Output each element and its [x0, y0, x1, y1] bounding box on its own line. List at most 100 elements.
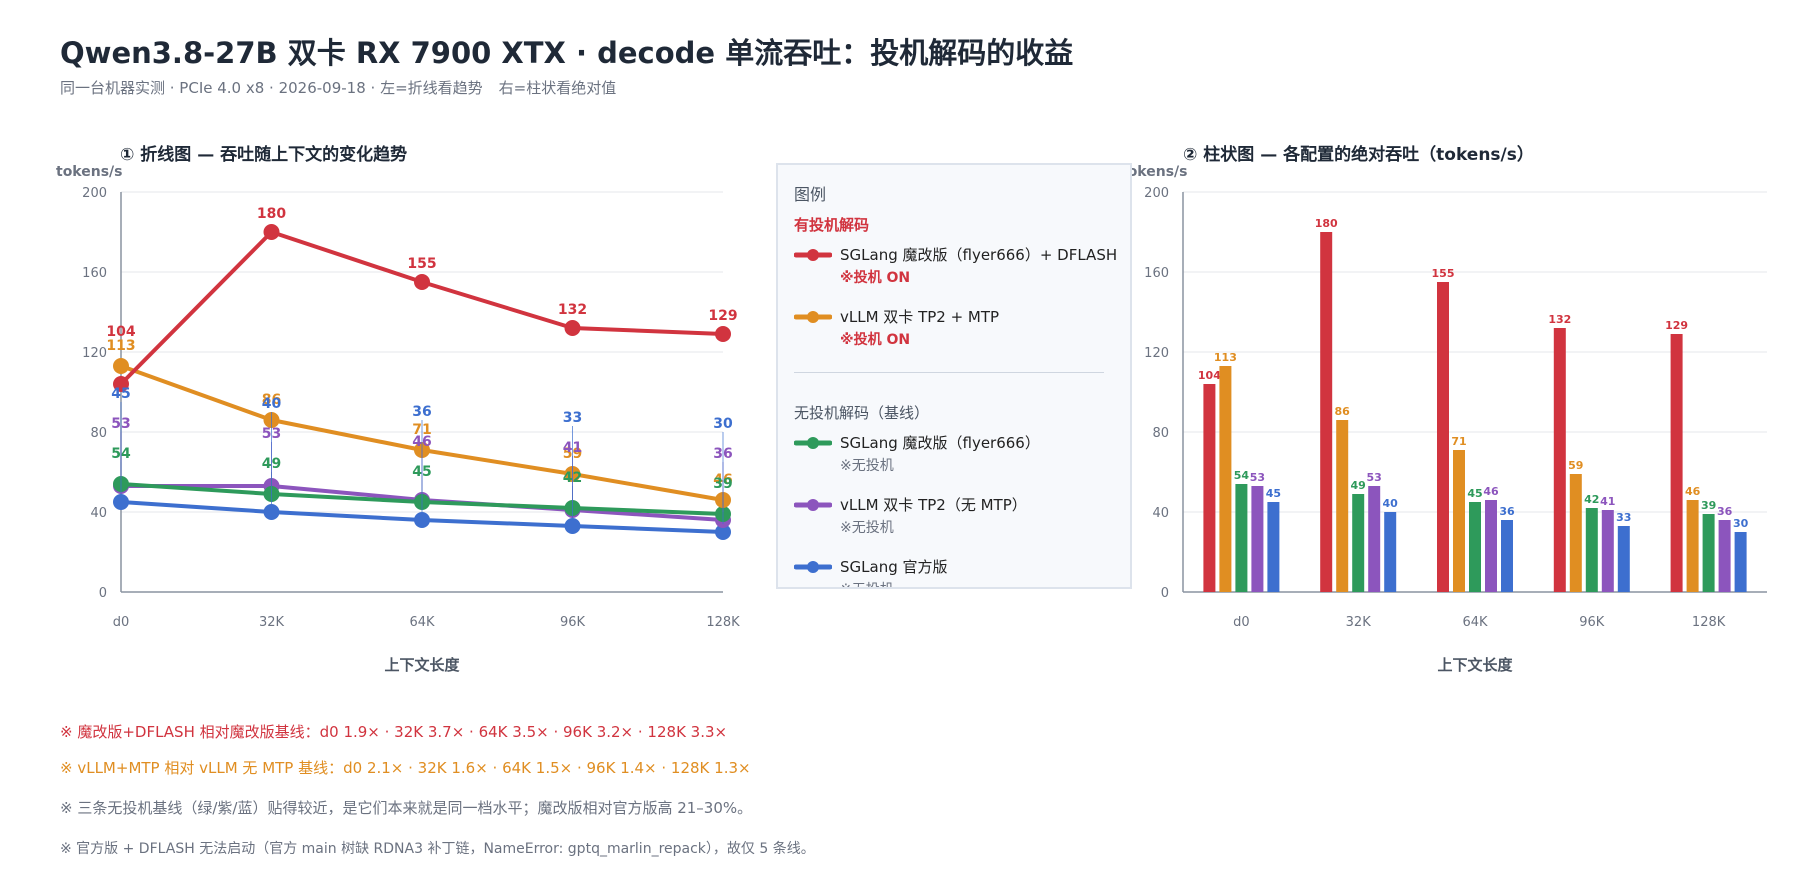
legend-item-tag: ※无投机 [840, 579, 894, 587]
data-point [564, 518, 581, 534]
bar-value-label: 53 [1250, 471, 1265, 484]
legend-swatch [794, 561, 832, 573]
y-tick-label: 120 [1144, 346, 1169, 361]
legend-title: 图例 [794, 185, 827, 204]
legend-item-vllm-mtp: vLLM 双卡 TP2 + MTP ※投机 ON [794, 306, 1124, 352]
x-tick-label: 32K [1346, 615, 1372, 630]
bar-value-label: 36 [1717, 505, 1733, 518]
bar-value-label: 42 [1584, 493, 1599, 506]
bar [1469, 502, 1481, 592]
y-tick-label: 160 [1144, 266, 1169, 281]
bar [1553, 328, 1566, 592]
y-tick-label: 160 [82, 266, 107, 281]
x-tick-label: 96K [1579, 615, 1605, 630]
x-tick-label: 32K [259, 615, 285, 630]
bar-chart: ② 柱状图 — 各配置的绝对吞吐（tokens/s）tokens/s 0 40 80 1… [1121, 144, 1767, 674]
bar [1601, 510, 1614, 592]
bar [1336, 420, 1349, 592]
note-mtp-speedup: ※ vLLM+MTP 相对 vLLM 无 MTP 基线：d0 2.1× · 32… [60, 759, 751, 777]
bar-value-label: 53 [1367, 471, 1382, 484]
bar-value-label: 86 [1335, 405, 1351, 418]
y-tick-label: 120 [82, 346, 107, 361]
data-point [263, 504, 280, 520]
bar-value-label: 33 [1616, 511, 1631, 524]
bar [1569, 474, 1582, 592]
bar-value-label: 41 [1600, 495, 1615, 508]
legend-item-sglang-dflash: SGLang 魔改版（flyer666）+ DFLASH ※投机 ON [794, 244, 1124, 290]
bar-value-label: 30 [1733, 517, 1749, 530]
bar [1718, 520, 1731, 592]
bar-value-label: 45 [1266, 487, 1281, 500]
bar [1219, 366, 1232, 592]
x-tick-label: 128K [706, 615, 740, 630]
legend-panel: 图例 有投机解码 SGLang 魔改版（flyer666）+ DFLASH ※投… [776, 163, 1132, 589]
data-point [715, 326, 731, 342]
x-tick-label: 128K [1692, 615, 1726, 630]
legend-swatch [794, 499, 832, 511]
legend-swatch [794, 249, 832, 261]
data-label: 86 [262, 392, 281, 408]
bar-value-label: 71 [1451, 435, 1466, 448]
bar-value-label: 54 [1234, 469, 1250, 482]
legend-swatch [794, 311, 832, 323]
bar-value-label: 113 [1214, 351, 1237, 364]
data-point [564, 320, 581, 336]
chart-title: ② 柱状图 — 各配置的绝对吞吐（tokens/s） [1183, 144, 1534, 165]
bar-value-label: 104 [1198, 369, 1221, 382]
data-point [715, 524, 731, 540]
bar [1368, 486, 1381, 592]
bar-value-label: 45 [1467, 487, 1482, 500]
bar [1203, 384, 1216, 592]
y-tick-label: 0 [1161, 586, 1169, 601]
legend-item-name: SGLang 魔改版（flyer666）+ DFLASH [840, 246, 1118, 264]
y-tick-label: 200 [1144, 186, 1169, 201]
data-label: 40 [262, 396, 282, 412]
bar [1384, 512, 1397, 592]
x-tick-label: 64K [1462, 615, 1488, 630]
x-tick-label: d0 [1233, 615, 1250, 630]
legend-swatch [794, 437, 832, 449]
bar-value-label: 46 [1685, 485, 1701, 498]
bar [1585, 508, 1598, 592]
data-label: 132 [558, 302, 587, 318]
y-tick-label: 200 [82, 186, 107, 201]
x-tick-label: 96K [560, 615, 586, 630]
y-axis-label: tokens/s [1121, 164, 1188, 180]
x-tick-label: d0 [113, 615, 130, 630]
legend-item-tag: ※投机 ON [840, 332, 911, 348]
data-point [113, 494, 129, 510]
data-point [414, 274, 430, 290]
note-dflash-speedup: ※ 魔改版+DFLASH 相对魔改版基线：d0 1.9× · 32K 3.7× … [60, 723, 728, 741]
legend-item-tag: ※无投机 [840, 458, 894, 474]
bar-value-label: 46 [1483, 485, 1499, 498]
data-point [113, 376, 129, 392]
bar-value-label: 49 [1351, 479, 1366, 492]
note-official-dflash: ※ 官方版 + DFLASH 无法启动（官方 main 树缺 RDNA3 补丁链… [60, 841, 815, 857]
data-point [113, 358, 129, 374]
bar [1267, 502, 1280, 592]
chart-title: ① 折线图 — 吞吐随上下文的变化趋势 [120, 144, 407, 165]
x-tick-label: 64K [409, 615, 435, 630]
bar [1501, 520, 1513, 592]
bar [1617, 526, 1630, 592]
bar [1485, 500, 1497, 592]
bar [1352, 494, 1365, 592]
bar [1453, 450, 1465, 592]
data-label: 104 [106, 324, 135, 340]
data-label: 113 [106, 338, 135, 354]
bar-value-label: 129 [1665, 319, 1688, 332]
subtitle-right: 右=柱状看绝对值 [498, 79, 617, 97]
bar-value-label: 59 [1568, 459, 1583, 472]
data-label: 45 [111, 386, 130, 402]
legend-item-name: SGLang 官方版 [840, 558, 948, 576]
bar [1686, 500, 1699, 592]
data-label: 33 [563, 410, 582, 426]
legend-item-name: vLLM 双卡 TP2 + MTP [840, 308, 1000, 326]
bar-value-label: 40 [1383, 497, 1399, 510]
data-label: 180 [257, 206, 286, 222]
data-label: 129 [708, 308, 737, 324]
subtitle-left: 同一台机器实测 · PCIe 4.0 x8 · 2026-09-18 · 左=折… [60, 79, 483, 97]
legend-group-baseline: 无投机解码（基线） [794, 404, 930, 422]
bar-value-label: 155 [1432, 267, 1455, 280]
